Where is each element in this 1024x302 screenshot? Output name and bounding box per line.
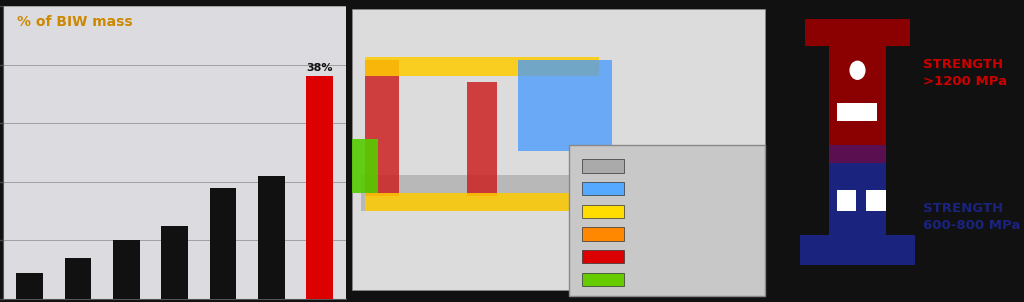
FancyBboxPatch shape bbox=[360, 175, 595, 211]
FancyBboxPatch shape bbox=[3, 6, 346, 299]
Text: Aluminium: Aluminium bbox=[635, 274, 688, 284]
Text: 38%: 38% bbox=[306, 63, 333, 73]
FancyBboxPatch shape bbox=[837, 190, 856, 211]
Text: Ultra high strength steel: Ultra high strength steel bbox=[635, 251, 755, 261]
Circle shape bbox=[850, 61, 865, 79]
FancyBboxPatch shape bbox=[582, 182, 625, 195]
FancyBboxPatch shape bbox=[366, 60, 399, 196]
Bar bbox=[113, 240, 139, 299]
FancyBboxPatch shape bbox=[3, 6, 346, 299]
Bar bbox=[210, 188, 237, 299]
Text: High strength steel: High strength steel bbox=[635, 183, 729, 193]
FancyBboxPatch shape bbox=[837, 103, 878, 121]
Text: % of BIW mass: % of BIW mass bbox=[16, 15, 132, 29]
Polygon shape bbox=[800, 235, 915, 265]
Text: STRENGTH
600-800 MPa: STRENGTH 600-800 MPa bbox=[923, 202, 1020, 232]
Polygon shape bbox=[829, 46, 886, 145]
FancyBboxPatch shape bbox=[582, 227, 625, 241]
FancyBboxPatch shape bbox=[582, 273, 625, 286]
Polygon shape bbox=[829, 145, 886, 163]
Text: Extra high strength steel: Extra high strength steel bbox=[635, 228, 757, 239]
Bar bbox=[162, 226, 187, 299]
FancyBboxPatch shape bbox=[569, 145, 765, 296]
FancyBboxPatch shape bbox=[366, 193, 599, 211]
FancyBboxPatch shape bbox=[582, 159, 625, 173]
Text: Very high strength steel: Very high strength steel bbox=[635, 206, 753, 216]
FancyBboxPatch shape bbox=[352, 139, 378, 193]
FancyBboxPatch shape bbox=[366, 57, 599, 76]
FancyBboxPatch shape bbox=[352, 9, 765, 290]
FancyBboxPatch shape bbox=[467, 82, 497, 196]
Polygon shape bbox=[829, 163, 886, 235]
Bar bbox=[258, 176, 285, 299]
FancyBboxPatch shape bbox=[582, 205, 625, 218]
Bar bbox=[306, 76, 333, 299]
FancyBboxPatch shape bbox=[866, 190, 886, 211]
Bar bbox=[16, 273, 43, 299]
Bar bbox=[65, 258, 91, 299]
FancyBboxPatch shape bbox=[582, 250, 625, 263]
Polygon shape bbox=[805, 19, 910, 46]
Text: STRENGTH
>1200 MPa: STRENGTH >1200 MPa bbox=[923, 58, 1007, 88]
Text: Mild steel: Mild steel bbox=[635, 160, 682, 171]
FancyBboxPatch shape bbox=[518, 60, 611, 151]
